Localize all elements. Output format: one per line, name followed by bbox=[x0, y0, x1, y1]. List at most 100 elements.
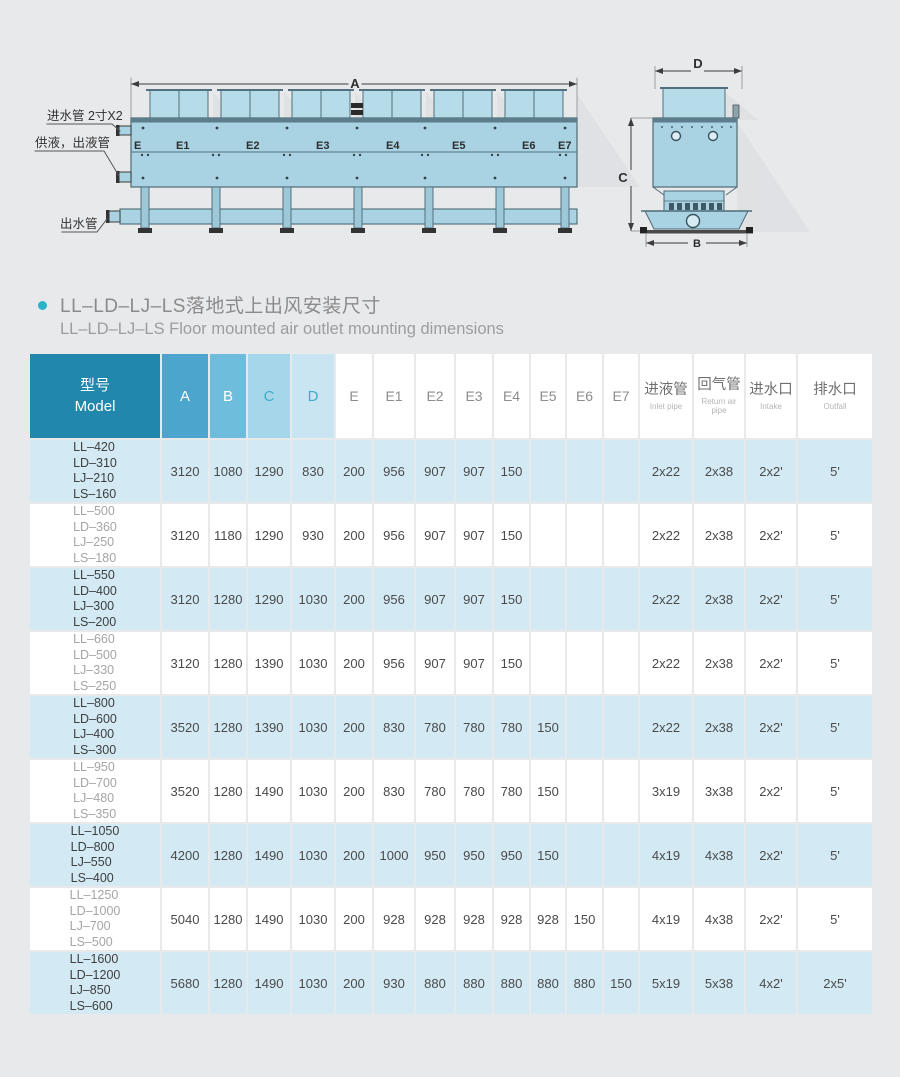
side-body bbox=[652, 117, 738, 188]
table-row: LL–660 LD–500 LJ–330 LS–250 3120 1280 1390 1030… bbox=[28, 630, 874, 696]
model-cell: LL–800 LD–600 LJ–400 LS–300 bbox=[28, 694, 162, 760]
header-e1: E1 bbox=[372, 352, 416, 440]
model-line: LJ–210 bbox=[73, 471, 115, 485]
legs bbox=[138, 186, 572, 233]
value-cell: 2x38 bbox=[692, 438, 746, 504]
value-cell: 3x19 bbox=[638, 758, 694, 824]
header-outfall-zh: 排水口 bbox=[813, 381, 857, 398]
header-dim-a: A bbox=[160, 352, 210, 440]
model-cell: LL–550 LD–400 LJ–300 LS–200 bbox=[28, 566, 162, 632]
value-cell: 956 bbox=[372, 438, 416, 504]
value-cell: 4x38 bbox=[692, 822, 746, 888]
value-cell: 4x19 bbox=[638, 886, 694, 952]
segment-e5-label: E5 bbox=[452, 140, 465, 152]
outlet-nozzle bbox=[106, 210, 121, 223]
segment-e4-label: E4 bbox=[386, 140, 400, 152]
model-cell: LL–420 LD–310 LJ–210 LS–160 bbox=[28, 438, 162, 504]
table-row: LL–550 LD–400 LJ–300 LS–200 3120 1280 1290 1030… bbox=[28, 566, 874, 632]
value-cell: 200 bbox=[334, 758, 374, 824]
value-cell: 1030 bbox=[290, 886, 336, 952]
value-cell: 200 bbox=[334, 566, 374, 632]
model-line: LS–350 bbox=[73, 806, 117, 821]
header-model-zh: 型号 bbox=[79, 377, 110, 394]
segment-e7-label: E7 bbox=[558, 140, 571, 152]
value-cell bbox=[529, 438, 567, 504]
value-cell: 200 bbox=[334, 502, 374, 568]
value-cell: 950 bbox=[454, 822, 494, 888]
model-line: LJ–550 bbox=[70, 855, 112, 869]
header-outfall-en: Outfall bbox=[823, 401, 847, 411]
dim-c-label: C bbox=[618, 170, 628, 185]
value-cell: 880 bbox=[454, 950, 494, 1016]
dim-a: A bbox=[130, 76, 578, 118]
value-cell: 1280 bbox=[208, 566, 248, 632]
model-line: LD–1200 bbox=[69, 967, 121, 982]
value-cell: 907 bbox=[454, 438, 494, 504]
value-cell: 1280 bbox=[208, 630, 248, 696]
model-cell: LL–1250 LD–1000 LJ–700 LS–500 bbox=[28, 886, 162, 952]
outlet-water-pipe-label: 出水管 bbox=[60, 216, 98, 231]
value-cell: 2x38 bbox=[692, 630, 746, 696]
value-cell: 928 bbox=[529, 886, 567, 952]
value-cell: 5' bbox=[796, 438, 874, 504]
value-cell: 880 bbox=[565, 950, 604, 1016]
header-return-air-pipe: 回气管 Return air pipe bbox=[692, 352, 746, 440]
model-line: LL–660 bbox=[73, 632, 115, 646]
table-row: LL–1250 LD–1000 LJ–700 LS–500 5040 1280 1490 10… bbox=[28, 886, 874, 952]
header-model: 型号 Model bbox=[28, 352, 162, 440]
value-cell: 2x2' bbox=[744, 822, 798, 888]
value-cell: 200 bbox=[334, 694, 374, 760]
value-cell: 950 bbox=[492, 822, 531, 888]
model-line: LL–950 bbox=[73, 760, 115, 774]
value-cell: 4x38 bbox=[692, 886, 746, 952]
value-cell bbox=[565, 822, 604, 888]
value-cell: 780 bbox=[492, 758, 531, 824]
value-cell: 2x38 bbox=[692, 502, 746, 568]
segment-e2-label: E2 bbox=[246, 140, 259, 152]
value-cell: 2x2' bbox=[744, 438, 798, 504]
value-cell: 5' bbox=[796, 822, 874, 888]
roof-connector bbox=[351, 103, 363, 115]
value-cell: 5x38 bbox=[692, 950, 746, 1016]
value-cell: 5040 bbox=[160, 886, 210, 952]
model-line: LJ–300 bbox=[73, 599, 115, 613]
value-cell: 1030 bbox=[290, 694, 336, 760]
section-title-en: LL–LD–LJ–LS Floor mounted air outlet mou… bbox=[60, 320, 504, 338]
segment-e6-label: E6 bbox=[522, 140, 535, 152]
value-cell: 880 bbox=[529, 950, 567, 1016]
value-cell bbox=[602, 566, 640, 632]
table-header: 型号 Model A B C D E E1 E2 E3 E4 E5 E6 E7 … bbox=[28, 352, 874, 440]
header-return-air-pipe-en: Return air pipe bbox=[701, 397, 737, 415]
model-line: LJ–400 bbox=[73, 727, 115, 741]
model-line: LS–200 bbox=[73, 614, 117, 629]
value-cell: 3120 bbox=[160, 438, 210, 504]
table-row: LL–500 LD–360 LJ–250 LS–180 3120 1180 1290 930 2… bbox=[28, 502, 874, 568]
table-row: LL–420 LD–310 LJ–210 LS–160 3120 1080 1290 830 2… bbox=[28, 438, 874, 504]
section-title-zh: LL–LD–LJ–LS落地式上出风安装尺寸 bbox=[60, 296, 381, 317]
table-row: LL–800 LD–600 LJ–400 LS–300 3520 1280 1390 1030… bbox=[28, 694, 874, 760]
value-cell: 1290 bbox=[246, 502, 292, 568]
value-cell: 5' bbox=[796, 566, 874, 632]
model-line: LL–420 bbox=[73, 440, 115, 454]
value-cell: 150 bbox=[529, 758, 567, 824]
value-cell: 780 bbox=[454, 758, 494, 824]
unit-body: E E1 E2 E3 E4 E5 E6 E7 bbox=[130, 117, 578, 188]
value-cell: 3120 bbox=[160, 630, 210, 696]
value-cell: 150 bbox=[529, 822, 567, 888]
value-cell: 2x22 bbox=[638, 438, 694, 504]
value-cell: 2x22 bbox=[638, 502, 694, 568]
value-cell: 1490 bbox=[246, 950, 292, 1016]
value-cell: 780 bbox=[414, 758, 456, 824]
header-inlet-pipe: 进液管 Inlet pipe bbox=[638, 352, 694, 440]
value-cell: 907 bbox=[454, 502, 494, 568]
model-line: LJ–480 bbox=[73, 791, 115, 805]
value-cell: 5680 bbox=[160, 950, 210, 1016]
value-cell: 200 bbox=[334, 886, 374, 952]
value-cell: 1490 bbox=[246, 822, 292, 888]
model-line: LJ–250 bbox=[73, 535, 115, 549]
model-cell: LL–660 LD–500 LJ–330 LS–250 bbox=[28, 630, 162, 696]
value-cell: 150 bbox=[492, 438, 531, 504]
model-line: LD–600 bbox=[73, 711, 117, 726]
value-cell: 5' bbox=[796, 758, 874, 824]
header-return-air-pipe-zh: 回气管 bbox=[697, 377, 741, 393]
